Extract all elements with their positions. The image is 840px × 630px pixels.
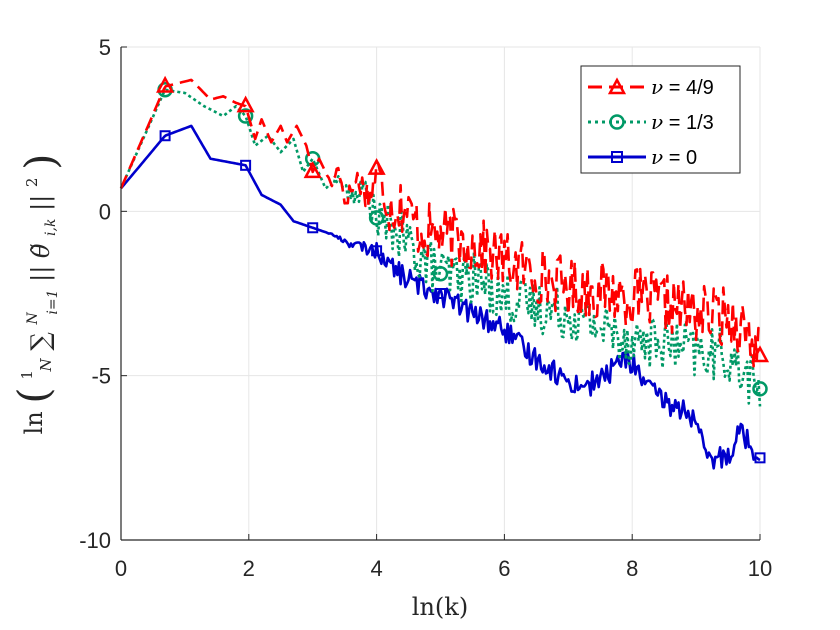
legend-nu-2: ν [651,110,663,134]
y-tick-label: -5 [91,364,111,389]
svg-text:ν = 1/3: ν = 1/3 [651,110,714,134]
x-tick-label: 6 [498,556,510,581]
y-title-theta-sub: i,k [43,219,59,236]
y-title-ln: ln [20,411,48,434]
y-tick-label: 5 [99,35,111,60]
x-tick-label: 10 [748,556,772,581]
x-tick-label: 2 [243,556,255,581]
svg-text:ν = 4/9: ν = 4/9 [651,75,714,99]
legend-nu-3: ν [651,145,663,169]
x-tick-label: 8 [626,556,638,581]
y-title-theta: θ̃ [27,243,55,258]
y-title-sum-sub: i=1 [45,290,61,315]
x-tick-label: 4 [370,556,382,581]
y-title-norm-open: || [27,266,56,282]
y-axis-title: ln ( 1 N ∑ N i=1 || θ̃ i,k || 2 ) [9,154,65,435]
y-tick-label: 0 [99,199,111,224]
svg-text:ν = 0: ν = 0 [651,145,697,169]
y-title-lparen: ( [9,387,58,403]
legend: ν = 4/9 ν = 1/3 ν = 0 [581,66,740,173]
y-title-sum-sup: N [25,312,41,326]
y-title-frac-num: 1 [18,370,36,380]
legend-label-2: = 1/3 [663,112,714,134]
legend-label-1: = 4/9 [663,77,714,99]
y-title-rparen: ) [16,154,65,170]
chart: 0 2 4 6 8 10 5 0 -5 -10 ln(k) ln ( 1 N ∑ N i=1 ||… [0,0,840,630]
y-tick-label: -10 [79,528,111,553]
x-axis-title: ln(k) [412,593,468,621]
y-title-power: 2 [23,178,41,188]
x-tick-label: 0 [115,556,127,581]
legend-label-3: = 0 [663,147,697,169]
y-title-norm-close: || [27,195,56,211]
legend-nu-1: ν [651,75,663,99]
y-title-sum: ∑ [26,332,56,351]
svg-text:ln ( 1 N: ln ( 1 N ∑ N i=1 || θ̃ i,k || 2 ) [9,154,65,435]
y-title-frac-den: N [37,357,55,372]
